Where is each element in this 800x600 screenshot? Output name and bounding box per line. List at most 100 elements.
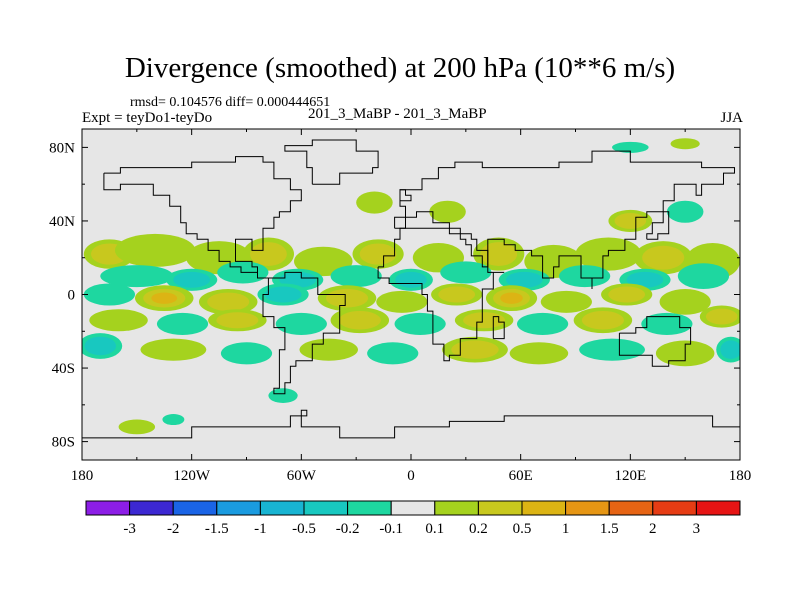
contour-region-26-level-2 <box>264 286 302 303</box>
colorbar-label-8: 0.2 <box>469 521 488 537</box>
coastline-8 <box>399 189 412 202</box>
contour-region-58-level-1 <box>666 200 704 223</box>
colorbar-label-7: 0.1 <box>425 521 444 537</box>
contour-region-45-level-2 <box>84 336 117 356</box>
contour-region-57-level-2 <box>614 213 647 229</box>
y-tick-label-0: 80N <box>49 140 75 156</box>
contour-region-18-level-1 <box>440 261 492 284</box>
contour-region-28-level-1 <box>376 290 428 313</box>
contour-region-25-level-2 <box>207 292 250 312</box>
contour-region-60-level-1 <box>670 138 700 150</box>
colorbar-swatch-11 <box>565 500 610 516</box>
contour-region-27-level-2 <box>325 288 369 308</box>
x-tick-label-6: 180 <box>729 468 752 484</box>
contour-regions <box>82 138 740 435</box>
contour-region-36-level-2 <box>216 312 259 329</box>
contour-region-48-level-1 <box>299 338 358 361</box>
colorbar-swatch-13 <box>652 500 697 516</box>
coastline-4 <box>394 150 735 289</box>
colorbar-swatch-8 <box>434 500 479 516</box>
contour-region-51-level-1 <box>509 342 569 365</box>
x-tick-label-4: 60E <box>509 468 533 484</box>
contour-region-37-level-1 <box>275 312 327 335</box>
colorbar-label-6: -0.1 <box>379 521 403 537</box>
x-tick-label-3: 0 <box>407 468 415 484</box>
colorbar-label-11: 1.5 <box>600 521 619 537</box>
colorbar-swatch-7 <box>390 500 436 516</box>
contour-region-46-level-1 <box>140 338 207 361</box>
x-tick-label-0: 180 <box>71 468 94 484</box>
coastline-1 <box>284 139 379 185</box>
colorbar-swatch-4 <box>259 500 305 516</box>
contour-region-61-level-1 <box>118 419 156 435</box>
coastline-0 <box>103 156 302 279</box>
contour-region-59-level-1 <box>612 141 649 153</box>
contour-region-3-level-2 <box>250 242 287 266</box>
coastline-9 <box>492 316 505 340</box>
contour-region-54-level-2 <box>720 340 740 359</box>
contour-region-13-level-2 <box>173 271 211 288</box>
contour-region-23-level-1 <box>83 283 136 306</box>
contour-region-49-level-1 <box>367 342 419 365</box>
contour-region-12-level-1 <box>100 265 174 288</box>
y-tick-label-2: 0 <box>68 288 76 304</box>
x-tick-label-1: 120W <box>173 468 211 484</box>
contour-region-41-level-1 <box>517 312 569 335</box>
rmsd-label: rmsd= 0.104576 diff= 0.000444651 <box>130 95 331 110</box>
contour-region-21-level-2 <box>626 271 664 288</box>
colorbar-swatch-14 <box>695 500 741 516</box>
colorbar-label-12: 2 <box>649 521 657 537</box>
contour-region-39-level-1 <box>394 312 446 335</box>
contour-region-31-level-1 <box>540 290 592 313</box>
contour-region-38-level-2 <box>338 310 381 330</box>
contour-region-5-level-2 <box>359 243 397 265</box>
colorbar-label-2: -1.5 <box>205 521 229 537</box>
contour-region-42-level-2 <box>581 310 624 330</box>
colorbar-label-0: -3 <box>123 521 136 537</box>
chart-title: Divergence (smoothed) at 200 hPa (10**6 … <box>124 52 676 84</box>
contour-region-22-level-1 <box>677 263 730 289</box>
colorbar-swatch-12 <box>608 500 654 516</box>
y-tick-label-1: 40N <box>49 214 75 230</box>
contour-region-24-level-3 <box>151 292 178 304</box>
contour-region-16-level-1 <box>330 265 382 288</box>
contour-region-30-level-3 <box>500 292 523 304</box>
colorbar-label-4: -0.5 <box>292 521 316 537</box>
season-label: JJA <box>720 110 743 126</box>
coastline-7 <box>646 211 670 240</box>
coastlines <box>82 139 740 439</box>
contour-region-44-level-2 <box>705 308 738 325</box>
contour-region-20-level-1 <box>559 265 611 288</box>
experiment-label: Expt = teyDo1-teyDo <box>82 110 213 126</box>
coastline-3 <box>377 227 505 362</box>
y-tick-label-3: 40S <box>52 361 75 377</box>
coastline-5 <box>618 316 692 367</box>
x-tick-label-5: 120E <box>614 468 646 484</box>
colorbar-label-3: -1 <box>254 521 267 537</box>
colorbar-swatch-2 <box>172 500 218 516</box>
colorbar-swatch-6 <box>347 500 392 516</box>
contour-region-34-level-1 <box>89 309 148 332</box>
colorbar-swatch-9 <box>477 500 523 516</box>
contour-region-35-level-1 <box>156 312 209 335</box>
colorbar-swatch-10 <box>521 500 567 516</box>
colorbar-swatch-1 <box>129 500 174 516</box>
contour-region-50-level-2 <box>451 340 499 359</box>
colorbar-label-5: -0.2 <box>336 521 360 537</box>
colorbar-swatch-5 <box>303 500 349 516</box>
contour-region-1-level-1 <box>114 233 196 267</box>
colorbar-label-1: -2 <box>167 521 180 537</box>
contour-region-10-level-2 <box>642 245 685 270</box>
contour-region-56-level-1 <box>429 200 466 223</box>
contour-region-19-level-2 <box>505 271 543 288</box>
colorbar-swatch-0 <box>85 500 131 516</box>
colorbar-label-13: 3 <box>693 521 701 537</box>
colorbar-label-9: 0.5 <box>513 521 532 537</box>
coastline-2 <box>262 271 346 395</box>
x-tick-label-2: 60W <box>287 468 317 484</box>
contour-region-63-level-1 <box>268 388 298 403</box>
contour-region-29-level-2 <box>438 286 476 303</box>
contour-region-7-level-2 <box>480 242 518 266</box>
contour-region-55-level-1 <box>356 191 393 214</box>
